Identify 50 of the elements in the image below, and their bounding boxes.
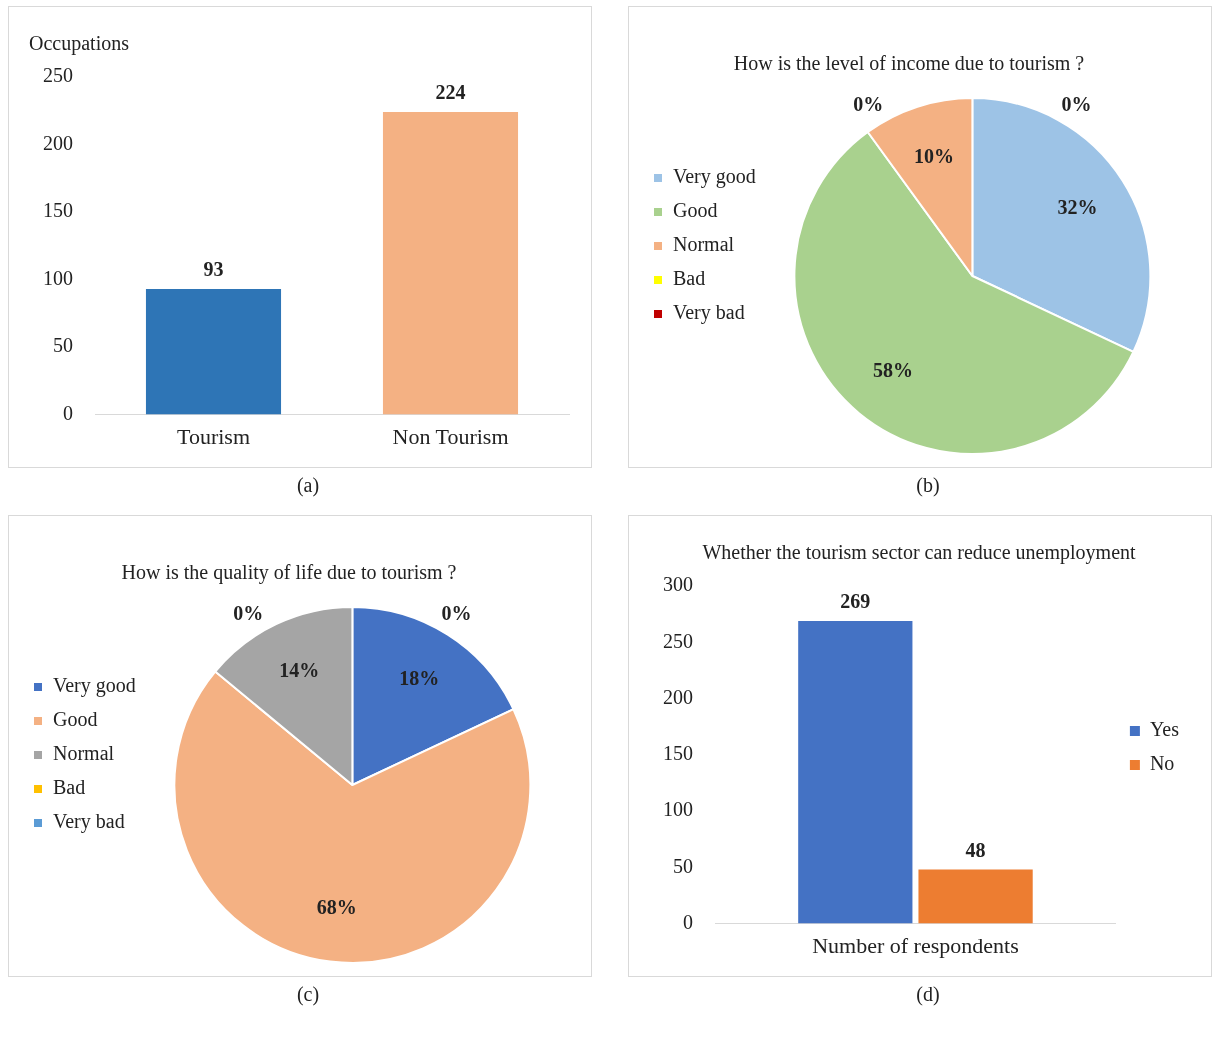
chart-title: Occupations <box>29 32 130 56</box>
x-tick-label: Non Tourism <box>392 423 509 449</box>
y-tick-label: 50 <box>673 854 693 877</box>
legend-label: Good <box>673 199 718 222</box>
legend-label: Very bad <box>673 301 745 325</box>
y-tick-label: 250 <box>663 629 693 652</box>
text: 0% <box>853 93 884 116</box>
y-tick-label: 200 <box>43 131 73 154</box>
y-tick-label: 150 <box>663 742 693 765</box>
chart-title: Whether the tourism sector can reduce unemployment <box>702 541 1137 565</box>
y-tick-label: 100 <box>663 798 693 821</box>
legend-label: Good <box>53 708 98 731</box>
data-label: 58% <box>872 359 913 382</box>
text: (a) <box>295 474 321 497</box>
legend-label: No <box>1149 752 1175 775</box>
data-label: 10% <box>913 144 954 167</box>
text: 0% <box>441 602 472 625</box>
y-tick-label: 250 <box>43 64 73 87</box>
chart-title: How is the quality of life due to tourism ? <box>121 561 457 585</box>
text: 0% <box>1061 93 1092 116</box>
legend-label: Very bad <box>53 810 125 834</box>
legend-label: Very good <box>673 165 756 189</box>
data-label: 14% <box>279 659 320 682</box>
text: (c) <box>295 983 321 1006</box>
text: 0% <box>233 602 264 625</box>
legend-label: Normal <box>673 233 735 256</box>
legend-label: Bad <box>673 267 706 290</box>
text: (d) <box>915 983 941 1006</box>
data-label: 48 <box>965 838 986 861</box>
y-tick-label: 0 <box>683 910 693 933</box>
legend-label: Very good <box>53 674 136 698</box>
y-tick-label: 100 <box>43 266 73 289</box>
data-label: 32% <box>1057 196 1098 219</box>
text: (b) <box>915 474 941 497</box>
legend-label: Bad <box>53 776 86 799</box>
y-tick-label: 300 <box>663 573 693 596</box>
data-label: 68% <box>316 895 357 918</box>
y-tick-label: 0 <box>63 401 73 424</box>
y-tick-label: 50 <box>53 334 73 357</box>
legend-label: Yes <box>1149 718 1180 741</box>
y-tick-label: 200 <box>663 685 693 708</box>
y-tick-label: 150 <box>43 199 73 222</box>
legend-label: Normal <box>53 742 115 765</box>
data-label: 269 <box>840 590 871 613</box>
data-label: 224 <box>435 81 466 104</box>
chart-title: How is the level of income due to tourism ? <box>733 52 1085 75</box>
data-label: 93 <box>203 258 224 281</box>
x-tick-label: Number of respondents <box>812 932 1019 958</box>
data-label: 18% <box>399 666 440 689</box>
x-tick-label: Tourism <box>176 423 251 449</box>
